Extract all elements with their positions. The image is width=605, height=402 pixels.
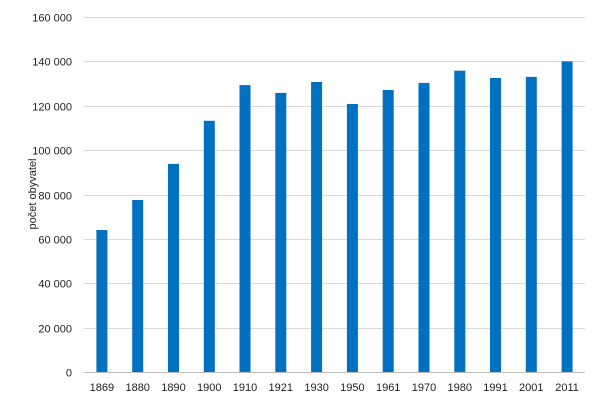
gridlines	[84, 17, 585, 373]
bar	[382, 90, 394, 372]
x-tick-label: 1890	[161, 382, 185, 394]
x-tick-label: 2011	[555, 382, 579, 394]
x-tick-label: 2001	[519, 382, 543, 394]
bar	[490, 78, 501, 372]
bar	[561, 61, 573, 373]
x-tick-label: 1970	[412, 382, 436, 394]
x-tick-label: 1869	[90, 382, 114, 394]
x-tick-label: 1991	[483, 382, 507, 394]
x-tick-label: 1880	[125, 382, 149, 394]
x-tick-label: 1910	[233, 382, 257, 394]
bar	[525, 76, 537, 373]
x-tick-label: 1980	[448, 382, 472, 394]
bar	[239, 85, 251, 372]
x-tick-label: 1921	[269, 382, 293, 394]
y-tick-label: 160 000	[32, 13, 72, 25]
x-axis-ticks: 1869 1880 1890 1900 1910 1921 1930 1950 1961 1970…	[90, 382, 579, 394]
bar	[418, 82, 430, 373]
y-tick-label: 40 000	[38, 279, 72, 291]
x-tick-label: 1930	[304, 382, 328, 394]
y-tick-label: 0	[66, 368, 72, 380]
bar	[203, 120, 215, 372]
x-tick-label: 1900	[197, 382, 221, 394]
y-axis-ticks: 0 20 000 40 000 60 000 80 000 100 000 120 000 1…	[32, 13, 72, 380]
bar	[346, 104, 358, 372]
bar	[96, 230, 108, 372]
bar	[454, 70, 466, 372]
bar	[311, 82, 323, 372]
y-tick-label: 120 000	[32, 102, 72, 114]
bar	[132, 200, 144, 372]
x-tick-label: 1950	[340, 382, 364, 394]
y-axis-title: počet obyvatel	[27, 159, 39, 230]
y-tick-label: 60 000	[38, 235, 72, 247]
y-tick-label: 20 000	[38, 324, 72, 336]
bars	[96, 61, 573, 373]
y-tick-label: 80 000	[38, 191, 72, 203]
y-tick-label: 140 000	[32, 57, 72, 69]
y-tick-label: 100 000	[32, 146, 72, 158]
x-tick-label: 1961	[376, 382, 400, 394]
bar	[275, 92, 287, 373]
bar	[168, 163, 179, 372]
